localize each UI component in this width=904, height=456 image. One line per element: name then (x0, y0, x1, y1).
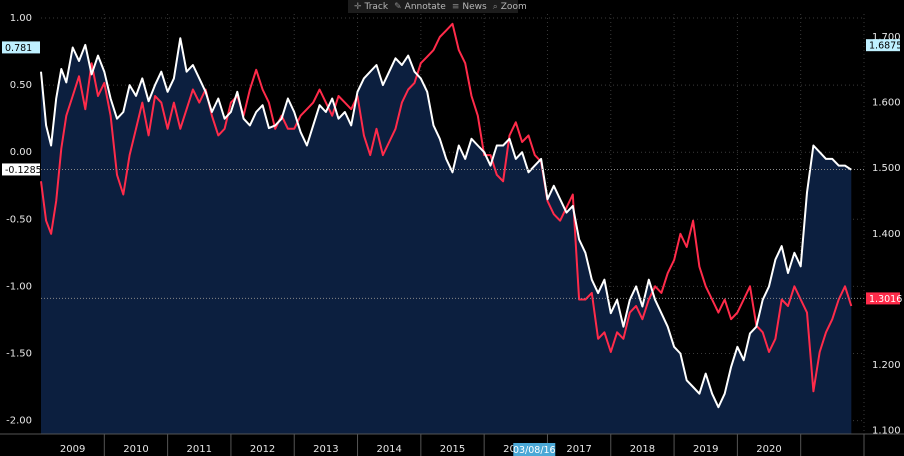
x-tick-label: 2011 (187, 444, 212, 455)
pencil-icon: ✎ (394, 1, 402, 12)
crosshair-date-badge (513, 443, 556, 456)
left-tick-label: 0.00 (10, 147, 32, 158)
x-tick-label: 2018 (630, 444, 655, 455)
toolbar-label: News (462, 1, 487, 12)
list-icon: ≡ (451, 1, 460, 12)
right-tick-label: 1.500 (872, 163, 901, 174)
right-tick-label: 1.100 (872, 426, 901, 437)
toolbar-annotate-button[interactable]: ✎ Annotate (394, 2, 446, 12)
axis-value-label: -0.1285 (5, 165, 42, 176)
x-tick-label: 2010 (123, 444, 148, 455)
series-line-gbpusd (40, 22, 853, 393)
x-tick-label: 2019 (693, 444, 718, 455)
axis-value-label: 0.781 (5, 43, 32, 54)
left-tick-label: -2.00 (6, 416, 32, 427)
left-tick-label: -1.50 (6, 348, 32, 359)
chart-toolbar: ✛ Track ✎ Annotate ≡ News ⌕ Zoom (348, 0, 527, 13)
right-tick-label: 1.400 (872, 229, 901, 240)
toolbar-track-button[interactable]: ✛ Track (354, 2, 388, 12)
x-tick-label: 2012 (250, 444, 275, 455)
x-tick-label: 2020 (756, 444, 781, 455)
left-tick-label: 1.00 (10, 13, 32, 24)
toolbar-news-button[interactable]: ≡ News (452, 2, 487, 12)
series-area-fill (41, 38, 852, 434)
x-tick-label: 2009 (60, 444, 85, 455)
right-tick-label: 1.200 (872, 360, 901, 371)
x-tick-label: 2013 (313, 444, 338, 455)
series-line-spread (40, 37, 852, 409)
toolbar-label: Annotate (404, 1, 446, 12)
left-tick-label: -1.00 (6, 281, 32, 292)
axis-value-label: 1.6875 (869, 41, 902, 52)
right-tick-label: 1.700 (872, 32, 901, 43)
toolbar-label: Zoom (500, 1, 527, 12)
toolbar-label: Track (364, 1, 389, 12)
axis-value-label: 1.3016 (869, 294, 902, 305)
left-tick-label: 0.50 (10, 80, 32, 91)
right-tick-label: 1.600 (872, 98, 901, 109)
crosshair-icon: ✛ (354, 1, 362, 12)
axis-value-marker (2, 163, 40, 176)
x-tick-label: 2015 (440, 444, 465, 455)
toolbar-zoom-button[interactable]: ⌕ Zoom (493, 2, 527, 12)
left-tick-label: -0.50 (6, 214, 32, 225)
crosshair-date-label: 03/08/16 (513, 445, 556, 456)
x-tick-label: 2014 (376, 444, 401, 455)
x-tick-label: 2017 (566, 444, 591, 455)
magnifier-icon: ⌕ (492, 1, 498, 12)
axis-value-marker (2, 41, 40, 54)
axis-value-marker (866, 39, 900, 52)
axis-value-marker (866, 292, 900, 305)
